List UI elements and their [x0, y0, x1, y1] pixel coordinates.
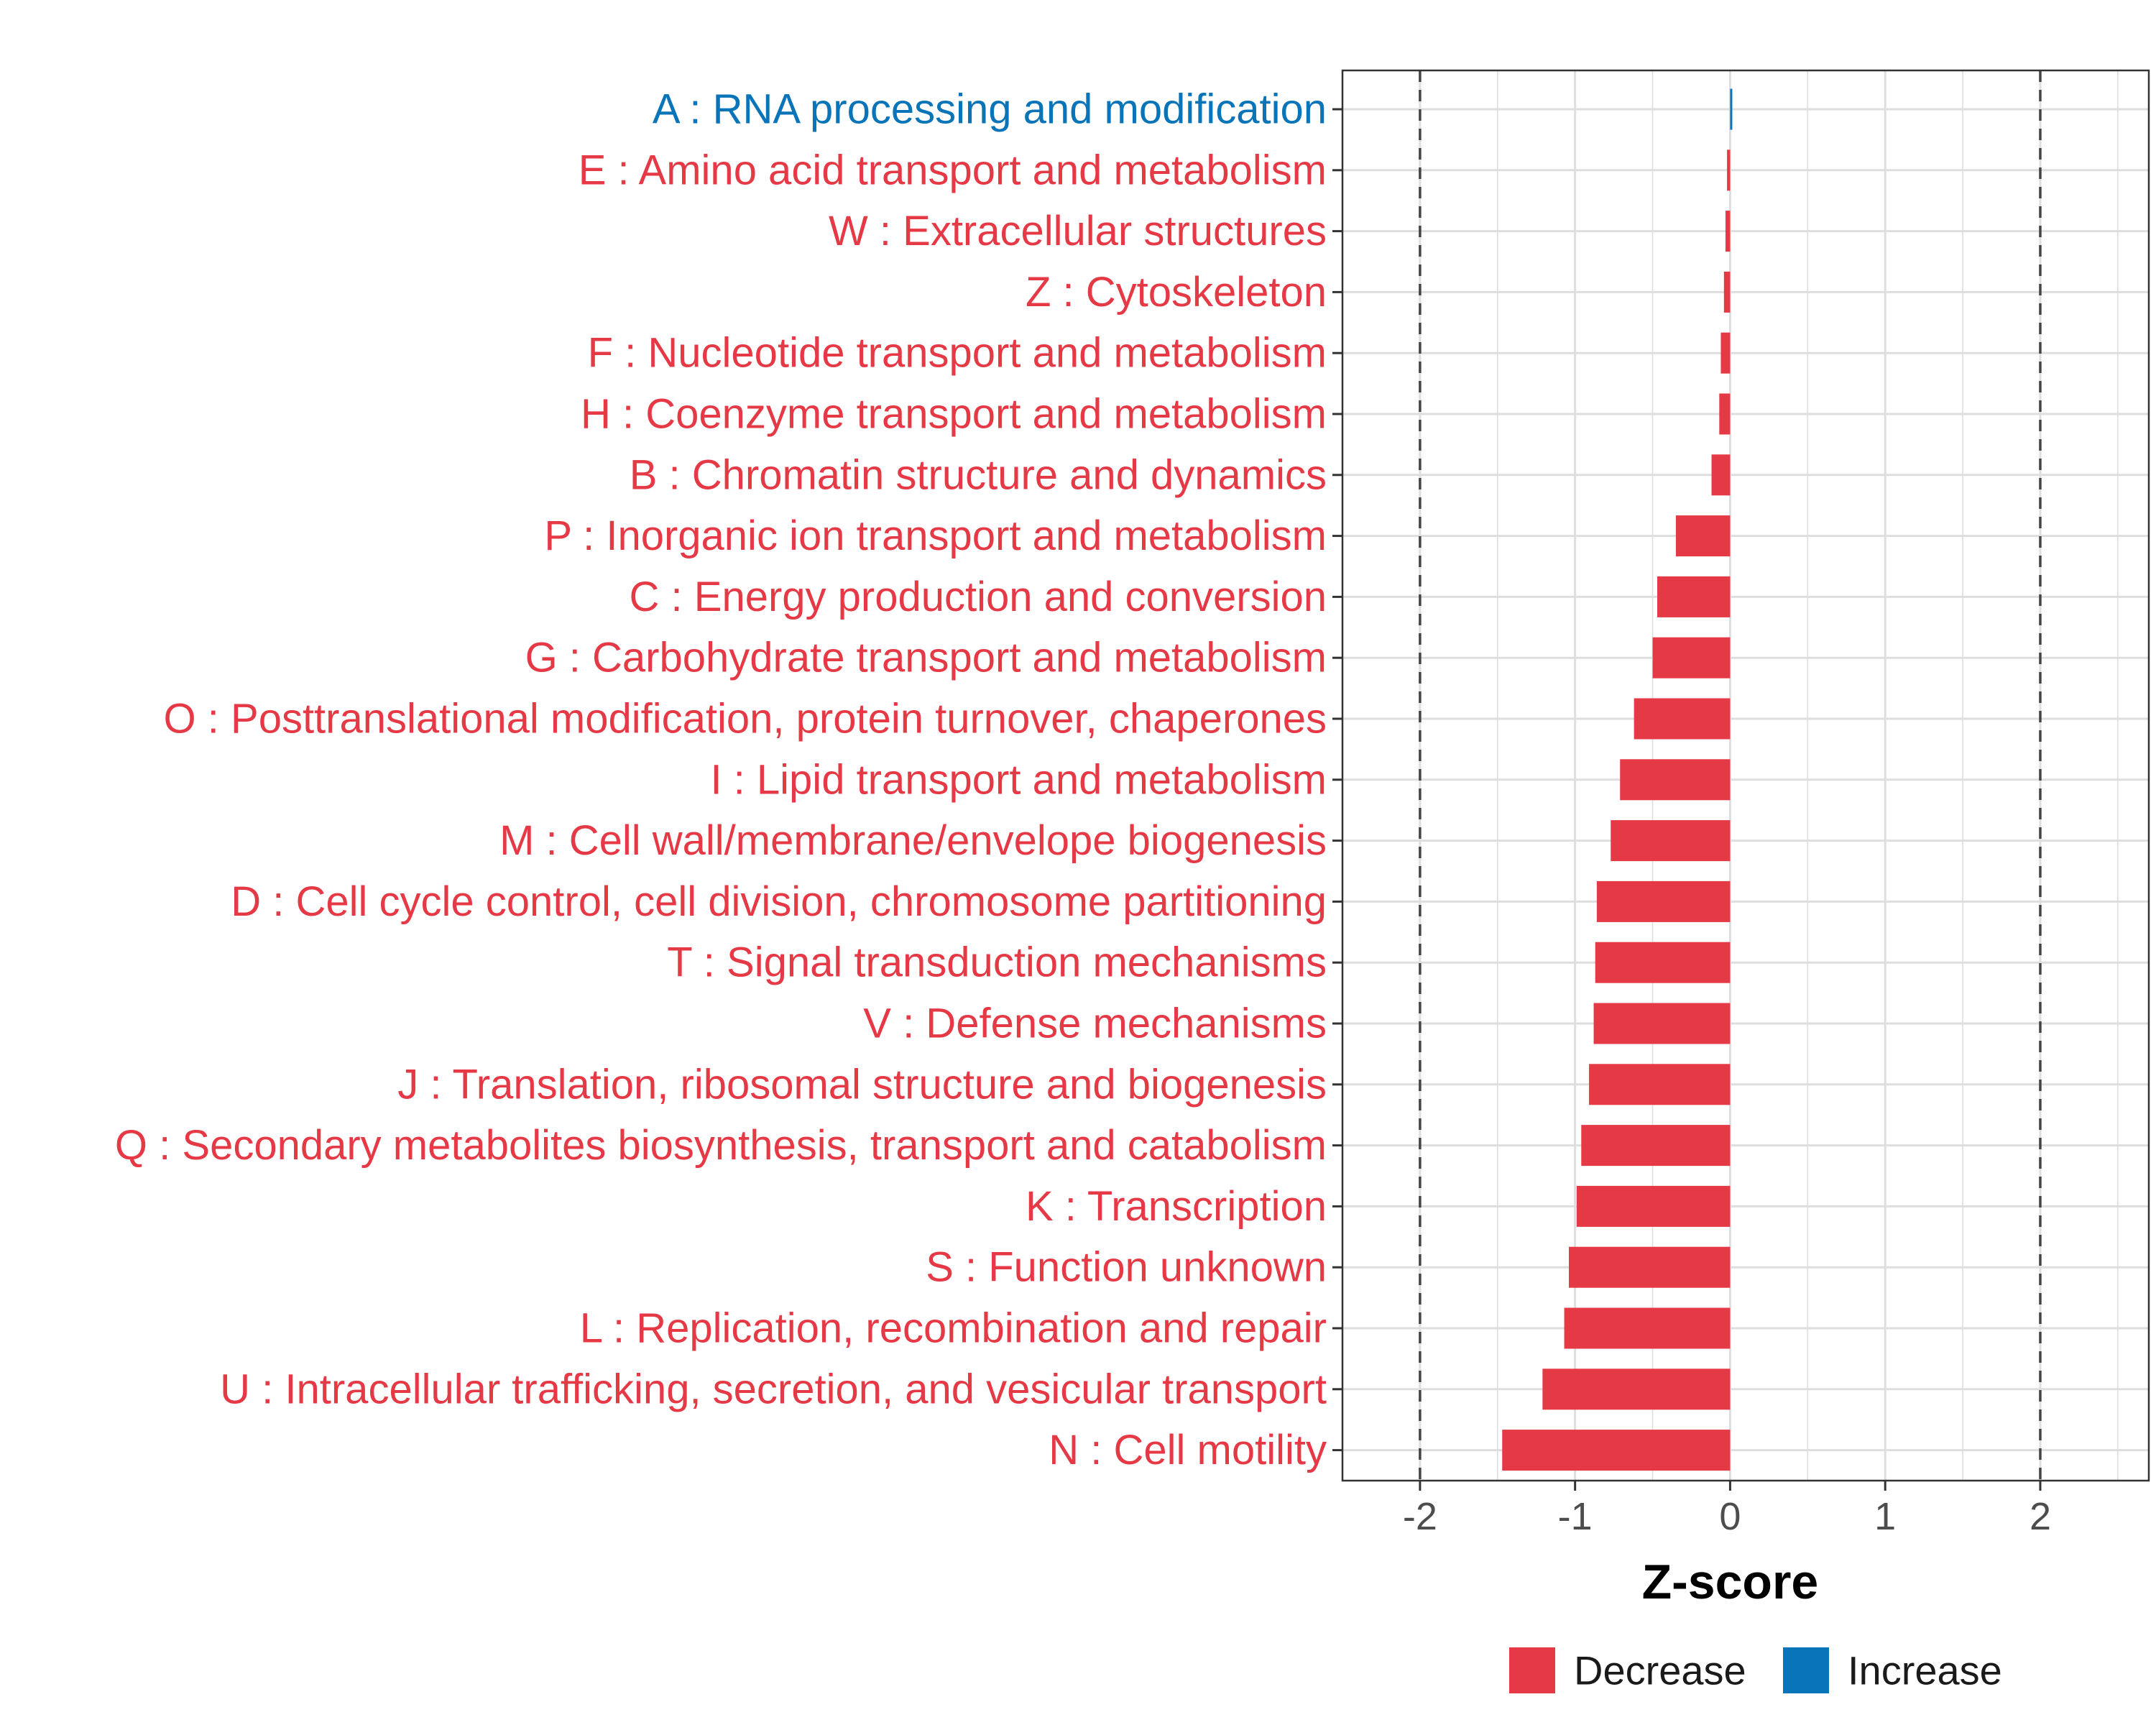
bar [1719, 393, 1731, 435]
y-axis-ticks [1332, 108, 1342, 1452]
category-label: Q : Secondary metabolites biosynthesis, … [115, 1122, 1327, 1169]
bar [1576, 1185, 1731, 1227]
category-label: U : Intracellular trafficking, secretion… [220, 1366, 1327, 1412]
bar [1564, 1307, 1731, 1349]
category-label: F : Nucleotide transport and metabolism [588, 330, 1327, 377]
x-axis-ticks: -2 -1 0 1 2 [1403, 1481, 2051, 1538]
bar [1542, 1368, 1731, 1410]
bar [1730, 88, 1733, 130]
category-label: D : Cell cycle control, cell division, c… [231, 878, 1327, 925]
category-label: S : Function unknown [926, 1244, 1327, 1291]
bar [1727, 150, 1731, 191]
bars [1502, 88, 1733, 1471]
bar [1720, 332, 1731, 374]
bar [1611, 820, 1731, 862]
x-tick-label: -1 [1558, 1495, 1593, 1538]
category-label: C : Energy production and conversion [630, 574, 1327, 620]
bar [1569, 1246, 1731, 1288]
bar [1502, 1430, 1731, 1471]
category-label: A : RNA processing and modification [653, 86, 1327, 133]
legend-label: Increase [1848, 1648, 2002, 1693]
legend-label: Decrease [1574, 1648, 1746, 1693]
category-label: G : Carbohydrate transport and metabolis… [525, 635, 1327, 681]
bar [1652, 637, 1731, 678]
category-label: L : Replication, recombination and repai… [580, 1305, 1327, 1352]
category-label: N : Cell motility [1049, 1427, 1327, 1473]
category-label: W : Extracellular structures [829, 208, 1327, 254]
category-label: O : Posttranslational modification, prot… [164, 696, 1327, 742]
x-tick-label: -2 [1403, 1495, 1437, 1538]
legend-swatch [1509, 1647, 1555, 1693]
x-axis-title: Z-score [1642, 1555, 1819, 1609]
bar [1581, 1125, 1731, 1167]
bar [1634, 698, 1731, 740]
category-label: H : Coenzyme transport and metabolism [581, 391, 1327, 438]
legend: Decrease Increase [1509, 1647, 2002, 1693]
category-label: K : Transcription [1026, 1183, 1327, 1230]
category-label: J : Translation, ribosomal structure and… [397, 1061, 1327, 1108]
category-label: V : Defense mechanisms [863, 1000, 1327, 1047]
plot-panel-border [1341, 69, 2150, 1482]
x-tick-label: 2 [2030, 1495, 2051, 1538]
gridlines [1342, 70, 2149, 1481]
bar [1723, 271, 1731, 313]
bar [1675, 515, 1731, 557]
category-label: I : Lipid transport and metabolism [710, 756, 1327, 803]
bar [1596, 880, 1731, 922]
x-tick-label: 0 [1719, 1495, 1741, 1538]
category-label: E : Amino acid transport and metabolism [579, 147, 1327, 193]
category-label: Z : Cytoskeleton [1026, 269, 1327, 316]
bar [1593, 1003, 1731, 1044]
category-label: B : Chromatin structure and dynamics [630, 451, 1327, 498]
bar [1711, 454, 1731, 496]
x-tick-label: 1 [1874, 1495, 1896, 1538]
bar [1589, 1064, 1731, 1105]
category-label: T : Signal transduction mechanisms [667, 939, 1327, 986]
bar [1620, 759, 1731, 801]
bar [1595, 942, 1731, 983]
category-label: P : Inorganic ion transport and metaboli… [544, 512, 1327, 559]
bar [1657, 576, 1731, 617]
category-labels: A : RNA processing and modification E : A… [115, 86, 1327, 1474]
reference-lines [1419, 70, 2042, 1481]
legend-swatch [1783, 1647, 1829, 1693]
category-label: M : Cell wall/membrane/envelope biogenes… [499, 817, 1327, 864]
bar [1725, 211, 1731, 252]
